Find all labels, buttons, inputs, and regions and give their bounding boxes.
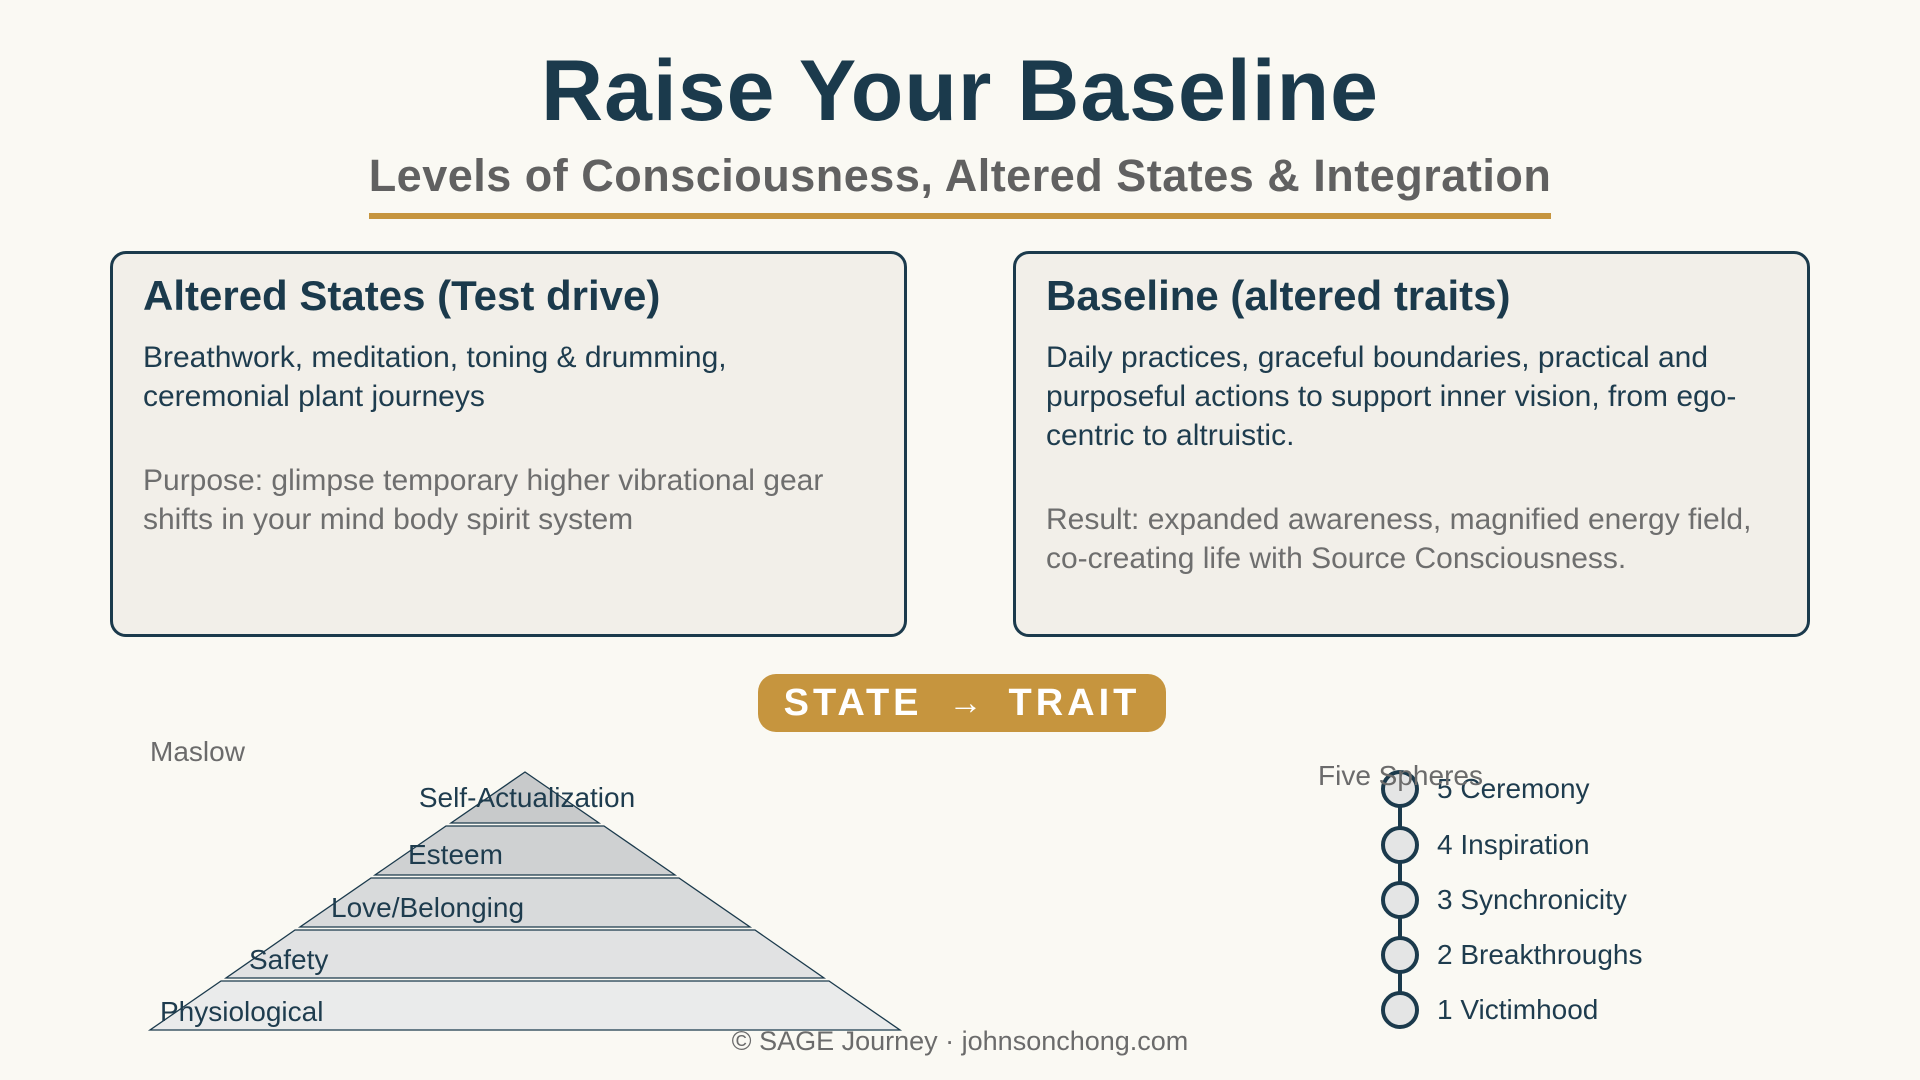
page-subtitle: Levels of Consciousness, Altered States … (368, 150, 1552, 219)
pyramid-level-self-actualization (448, 771, 602, 824)
sphere-label-inspiration: 4 Inspiration (1437, 829, 1590, 860)
pyramid-level-safety (223, 929, 827, 979)
sphere-label-victimhood: 1 Victimhood (1437, 994, 1599, 1025)
state-label: STATE (783, 681, 923, 724)
sphere-circle-1 (1381, 991, 1419, 1029)
sphere-label-ceremony: 5 Ceremony (1437, 773, 1590, 804)
pyramid-label-esteem: Esteem (408, 839, 503, 870)
maslow-section-label: Maslow (150, 736, 245, 767)
baseline-heading: Baseline (altered traits) (1046, 272, 1511, 319)
pyramid-label-safety: Safety (249, 944, 328, 975)
sphere-circle-5 (1381, 770, 1419, 808)
pyramid-label-love-belonging: Love/Belonging (331, 892, 524, 923)
trait-label: TRAIT (1008, 681, 1141, 724)
altered-states-heading: Altered States (Test drive) (143, 272, 661, 319)
footer-credit: © SAGE Journey · johnsonchong.com (731, 1026, 1189, 1056)
page-title: Raise Your Baseline (541, 43, 1379, 139)
pyramid-level-esteem (372, 825, 678, 876)
pyramid-level-physiological (147, 980, 903, 1031)
arrow-right-icon: → (948, 683, 983, 722)
sphere-circle-3 (1381, 881, 1419, 919)
altered-states-card: Altered States (Test drive) Breathwork, … (110, 251, 907, 637)
baseline-body: Daily practices, graceful boundaries, pr… (1046, 341, 1737, 452)
sphere-circle-2 (1381, 936, 1419, 974)
baseline-result: Result: expanded awareness, magnified en… (1046, 503, 1752, 575)
sphere-circle-4 (1381, 826, 1419, 864)
sphere-label-synchronicity: 3 Synchronicity (1437, 884, 1627, 915)
state-to-trait-badge: STATE → TRAIT (758, 674, 1166, 732)
pyramid-label-self-actualization: Self-Actualization (419, 782, 635, 813)
pyramid-level-love-belonging (297, 877, 753, 928)
altered-states-purpose: Purpose: glimpse temporary higher vibrat… (143, 464, 824, 536)
sphere-label-breakthroughs: 2 Breakthroughs (1437, 939, 1643, 970)
five-spheres-section-label: Five Spheres (1318, 760, 1483, 791)
baseline-card: Baseline (altered traits) Daily practice… (1013, 251, 1810, 637)
subtitle-wrap: Levels of Consciousness, Altered States … (0, 150, 1920, 219)
pyramid-label-physiological: Physiological (160, 996, 323, 1027)
altered-states-body: Breathwork, meditation, toning & drummin… (143, 341, 727, 413)
